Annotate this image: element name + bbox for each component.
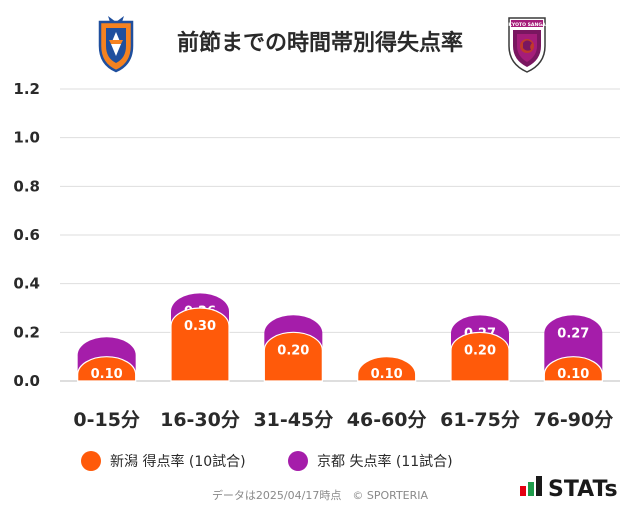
stats-brand-bar-green	[528, 482, 534, 496]
x-tick-label: 61-75分	[440, 409, 520, 431]
y-axis-ticks: 0.0 0.2 0.4 0.6 0.8 1.0 1.2	[13, 80, 40, 390]
x-tick-label: 46-60分	[347, 409, 427, 431]
bar-label-series-1: 0.20	[464, 343, 496, 358]
x-tick-label: 16-30分	[160, 409, 240, 431]
bar-label-series-1: 0.30	[184, 319, 216, 334]
bar-label-series-1: 0.10	[371, 367, 403, 382]
chart-title: 前節までの時間帯別得失点率	[177, 30, 463, 56]
bar-label-series-1: 0.10	[91, 367, 123, 382]
legend: 新潟 得点率 (10試合) 京都 失点率 (11試合)	[81, 451, 453, 471]
bar-series-1	[543, 356, 603, 382]
legend-marker-series-1	[81, 451, 101, 471]
y-tick-label: 1.2	[13, 80, 40, 98]
legend-label-series-1: 新潟 得点率 (10試合)	[110, 453, 246, 470]
footer-credit: データは2025/04/17時点 © SPORTERIA	[212, 488, 429, 502]
x-tick-label: 0-15分	[73, 409, 140, 431]
legend-label-series-2: 京都 失点率 (11試合)	[317, 453, 453, 470]
bar-label-series-1: 0.20	[277, 343, 309, 358]
stats-brand-bar-black	[536, 476, 542, 496]
bar-series-1	[450, 331, 510, 382]
y-tick-label: 0.8	[13, 177, 40, 195]
x-axis-ticks: 0-15分 16-30分 31-45分 46-60分 61-75分 76-90分	[73, 409, 613, 431]
stats-brand-text: STATs	[548, 477, 618, 502]
bar-series-1	[170, 307, 230, 382]
bar-label-series-1: 0.10	[557, 367, 589, 382]
y-tick-label: 0.4	[13, 275, 40, 293]
bar-label-series-2: 0.27	[557, 326, 589, 341]
y-tick-label: 0.6	[13, 226, 40, 244]
stats-brand-bar-red	[520, 486, 526, 496]
bar-series-1	[357, 356, 417, 382]
x-tick-label: 31-45分	[253, 409, 333, 431]
bar-series-1	[77, 356, 137, 382]
y-tick-label: 0.0	[13, 372, 40, 390]
stats-brand-logo: STATs	[520, 476, 618, 502]
bars: 0.100.360.300.200.100.270.200.270.10	[77, 293, 603, 382]
y-tick-label: 1.0	[13, 129, 40, 147]
y-tick-label: 0.2	[13, 323, 40, 341]
kyoto-sanga-crest-icon: KYOTO SANGA	[508, 17, 546, 73]
away-logo-text: KYOTO SANGA	[508, 22, 546, 28]
gridlines	[60, 88, 620, 382]
x-tick-label: 76-90分	[533, 409, 613, 431]
albirex-niigata-crest-icon	[98, 16, 134, 73]
legend-marker-series-2	[288, 451, 308, 471]
bar-series-1	[263, 331, 323, 382]
